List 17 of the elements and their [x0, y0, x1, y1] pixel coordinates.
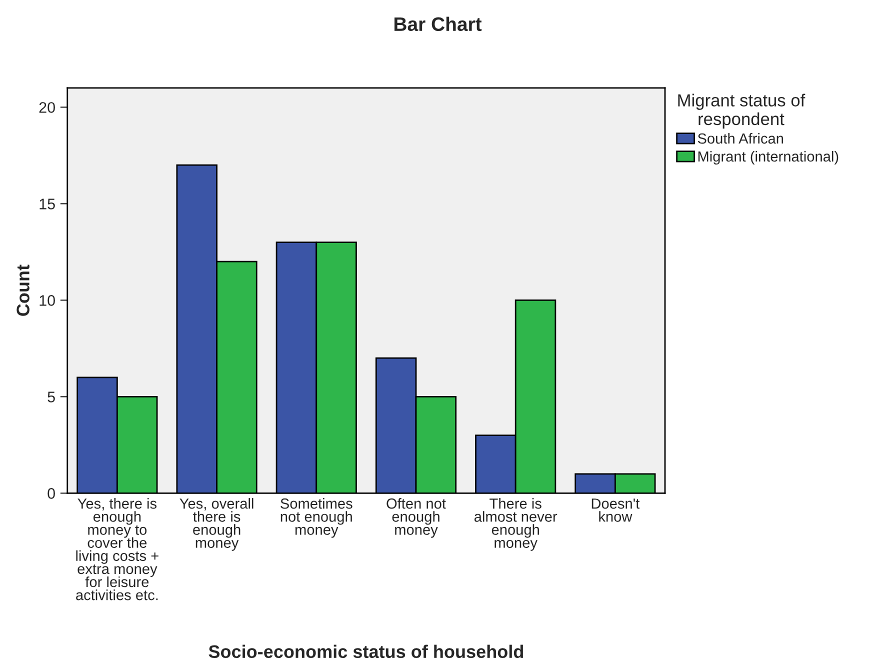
legend-label: South African: [698, 132, 784, 144]
y-tick-label: 10: [40, 295, 55, 306]
y-tick-label: 0: [48, 488, 55, 499]
legend-title: Migrant status of respondent: [678, 94, 806, 129]
x-tick-label: Often not enough money: [386, 498, 446, 538]
y-tick-label: 5: [48, 392, 55, 402]
y-tick-label: 15: [40, 198, 55, 210]
x-tick-label: Doesn't know: [592, 498, 640, 522]
x-tick-label: There is almost never enough money: [474, 498, 558, 551]
x-axis-title: Socio-economic status of household: [208, 644, 524, 658]
x-tick-label: Yes, there is enough money to cover the living costs + extra money for leisure activities etc.: [76, 498, 158, 600]
legend-label: Migrant (international): [698, 150, 838, 165]
y-tick-label: 20: [39, 102, 55, 113]
x-tick-label: Sometimes not enough money: [280, 498, 352, 538]
chart-title: Bar Chart: [394, 16, 482, 32]
y-axis-title: Count: [16, 264, 30, 316]
x-tick-label: Yes, overall there is enough money: [180, 498, 254, 551]
